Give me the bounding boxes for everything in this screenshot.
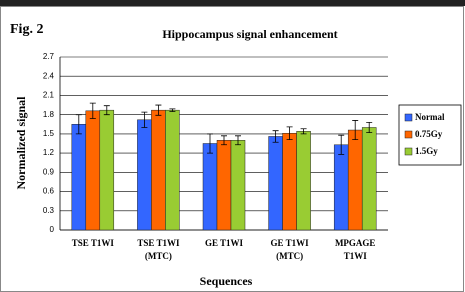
bar	[283, 133, 297, 230]
chart-title: Hippocampus signal enhancement	[162, 27, 337, 41]
x-tick-label: GE T1WI	[271, 238, 310, 248]
y-tick-label: 0.9	[43, 167, 55, 176]
bar	[203, 144, 217, 231]
figure-label: Fig. 2	[10, 22, 43, 37]
legend-swatch	[405, 131, 412, 138]
legend-label: Normal	[415, 112, 445, 122]
y-tick-label: 2.1	[43, 91, 55, 100]
bar	[334, 145, 348, 230]
x-tick-label: GE T1WI	[205, 238, 244, 248]
x-tick-label: TSE T1WI	[137, 238, 180, 248]
legend-swatch	[405, 148, 412, 155]
y-tick-label: 0.3	[43, 206, 55, 215]
bar	[269, 136, 283, 230]
bar	[86, 111, 100, 230]
y-tick-label: 2.4	[43, 71, 55, 80]
x-tick-label: TSE T1WI	[72, 238, 115, 248]
bar	[231, 140, 245, 230]
bar	[137, 120, 151, 230]
legend-swatch	[405, 114, 412, 121]
bar	[217, 140, 231, 230]
bar	[151, 110, 165, 230]
bar	[165, 110, 179, 230]
chart: Fig. 2 Hippocampus signal enhancement Se…	[0, 0, 465, 292]
x-tick-label: T1WI	[344, 251, 368, 261]
top-strip	[0, 0, 465, 6]
x-tick-label: MPGAGE	[335, 238, 376, 248]
y-tick-label: 0.6	[43, 187, 55, 196]
y-axis-label: Normalized signal	[14, 96, 28, 190]
y-tick-label: 1.2	[43, 148, 55, 157]
x-tick-label: (MTC)	[276, 251, 303, 261]
x-tick-label: (MTC)	[145, 251, 172, 261]
bar	[72, 124, 86, 230]
y-tick-label: 1.5	[43, 129, 55, 138]
legend-label: 0.75Gy	[415, 129, 443, 139]
legend-label: 1.5Gy	[415, 146, 438, 156]
x-axis-label: Sequences	[200, 274, 253, 288]
y-tick-label: 2.7	[43, 52, 55, 61]
bar	[100, 110, 114, 230]
bar	[348, 130, 362, 230]
bar	[297, 131, 311, 230]
bar	[362, 127, 376, 230]
y-tick-label: 1.8	[43, 110, 55, 119]
y-tick-label: 0	[50, 225, 55, 234]
